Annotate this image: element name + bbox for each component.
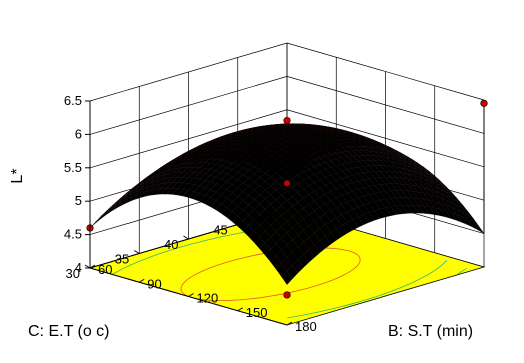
floor-contour-2 — [457, 267, 467, 275]
z-gridline — [89, 109, 485, 169]
z-tick-label: 5 — [75, 193, 82, 208]
surface-cell — [89, 217, 101, 228]
floor-contour-1 — [362, 259, 448, 302]
y-tick-label: 35 — [115, 252, 129, 267]
x-tick-mark — [89, 264, 96, 269]
surface-cell — [100, 207, 112, 218]
z-gridline — [89, 42, 485, 102]
y-axis-title: C: E.T (o c) — [28, 323, 110, 340]
x-tick-label: 120 — [197, 291, 219, 306]
design-point-marker — [283, 116, 291, 125]
y-tick-mark — [232, 221, 239, 225]
design-points — [86, 99, 488, 299]
x-tick-label: 90 — [147, 276, 161, 291]
y-tick-label: 40 — [164, 237, 178, 252]
y-tick-label: 50 — [263, 208, 277, 223]
x-tick-mark — [138, 278, 145, 283]
floor-contour-0 — [180, 247, 361, 301]
x-tick-label: 150 — [246, 305, 268, 320]
x-tick-mark — [237, 307, 244, 312]
x-tick-mark — [286, 321, 293, 326]
z-gridline — [89, 76, 485, 135]
y-tick-mark — [133, 250, 140, 254]
floor-contour-1 — [287, 300, 363, 319]
x-tick-mark — [188, 293, 194, 297]
y-tick-label: 30 — [66, 266, 80, 281]
z-tick-label: 5.5 — [64, 160, 82, 175]
x-tick-label: 60 — [98, 262, 112, 277]
z-tick-label: 4.5 — [64, 227, 82, 242]
y-tick-label: 45 — [213, 223, 227, 238]
x-axis-title: B: S.T (min) — [388, 323, 473, 340]
design-point-marker — [283, 291, 291, 299]
y-tick-mark — [183, 235, 189, 240]
z-tick-label: 4 — [75, 260, 82, 275]
axes: 60 90 120 150 180 30 35 40 45 50 4 4.5 5 5.5 6 6.5 — [64, 93, 317, 334]
design-point-marker — [283, 179, 291, 187]
response-surface — [89, 123, 485, 285]
z-axis-title: L* — [9, 168, 26, 183]
design-point-marker — [480, 99, 488, 107]
y-tick-mark — [281, 206, 288, 211]
x-tick-label: 180 — [295, 319, 317, 334]
z-tick-label: 6 — [75, 126, 82, 141]
surface-cell — [472, 222, 485, 234]
z-tick-label: 6.5 — [64, 93, 82, 108]
surface-cell — [95, 212, 107, 224]
surface-cell — [100, 208, 112, 219]
surface-cell — [281, 270, 293, 285]
